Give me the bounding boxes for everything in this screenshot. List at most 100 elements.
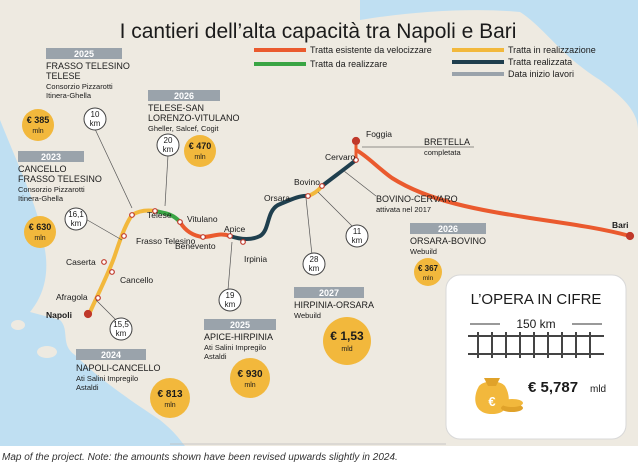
svg-text:Gheller, Salcef, Cogit: Gheller, Salcef, Cogit — [148, 124, 219, 133]
station-marker-napoli — [83, 309, 93, 319]
lot-year-badge — [410, 223, 486, 234]
svg-text:19: 19 — [226, 291, 235, 300]
legend-label: Tratta da realizzare — [310, 59, 387, 69]
svg-text:km: km — [71, 219, 82, 228]
callout-line — [95, 299, 119, 323]
legend-label: Tratta esistente da velocizzare — [310, 45, 432, 55]
money-bag-icon: € — [475, 378, 523, 414]
svg-text:€ 385: € 385 — [27, 115, 50, 125]
svg-text:CANCELLO: CANCELLO — [18, 164, 67, 174]
callout-line — [317, 191, 354, 228]
svg-text:2026: 2026 — [438, 224, 458, 234]
callout-line — [164, 154, 169, 207]
svg-text:2024: 2024 — [101, 350, 121, 360]
svg-text:€: € — [488, 394, 495, 409]
segment-foggia-bari — [355, 148, 631, 238]
svg-text:HIRPINIA-ORSARA: HIRPINIA-ORSARA — [294, 300, 374, 310]
island — [11, 320, 25, 330]
cost-circle: € 813 mln — [150, 378, 190, 418]
station-label: Cervaro — [325, 152, 356, 162]
station-label: Napoli — [46, 310, 72, 320]
station-label: Telese — [147, 210, 172, 220]
lot-year-badge — [294, 287, 364, 298]
svg-text:€ 813: € 813 — [157, 389, 182, 400]
segment-bovino-cervaro — [320, 158, 358, 188]
svg-text:Consorzio Pizzarotti: Consorzio Pizzarotti — [46, 82, 113, 91]
lot-orsara-bovino: 2026 ORSARA-BOVINO Webuild — [410, 223, 486, 256]
station-marker-caserta — [101, 259, 107, 265]
legend-label: Tratta realizzata — [508, 57, 572, 67]
svg-text:Astaldi: Astaldi — [76, 383, 99, 392]
station-marker-orsara — [305, 193, 311, 199]
lot-year-badge — [76, 349, 146, 360]
svg-text:km: km — [90, 119, 101, 128]
station-label: Foggia — [366, 129, 392, 139]
svg-text:11: 11 — [353, 227, 362, 236]
svg-text:Ati Salini Impregilo: Ati Salini Impregilo — [204, 343, 266, 352]
station-marker-cancello — [109, 269, 115, 275]
svg-text:BOVINO-CERVARO: BOVINO-CERVARO — [376, 194, 458, 204]
svg-text:Itinera-Ghella: Itinera-Ghella — [46, 91, 92, 100]
svg-text:Consorzio Pizzarotti: Consorzio Pizzarotti — [18, 185, 85, 194]
station-label: Benevento — [175, 241, 216, 251]
bretella-title: BRETELLA — [424, 137, 470, 147]
svg-text:20: 20 — [164, 136, 173, 145]
lot-hirpinia-orsara: 2027 HIRPINIA-ORSARA Webuild — [294, 287, 374, 320]
station-label: Cancello — [120, 275, 153, 285]
lot-year-badge — [46, 48, 122, 59]
station-label: Apice — [224, 224, 246, 234]
svg-text:Astaldi: Astaldi — [204, 352, 227, 361]
svg-text:mld: mld — [341, 346, 352, 353]
station-marker-telese — [152, 208, 158, 214]
caption: Map of the project. Note: the amounts sh… — [2, 452, 398, 463]
svg-text:Webuild: Webuild — [294, 311, 321, 320]
station-marker-vitulano — [177, 219, 183, 225]
lot-frasso-telese: 2025 FRASSO TELESINO TELESE Consorzio Pi… — [46, 48, 130, 100]
summary-cost: € 5,787 — [528, 379, 578, 396]
station-label: Irpinia — [244, 254, 267, 264]
svg-text:Webuild: Webuild — [410, 247, 437, 256]
station-marker-frasso — [121, 233, 127, 239]
callout-line — [94, 128, 133, 209]
svg-text:km: km — [309, 264, 320, 273]
length-bubble: 15,5km — [109, 317, 133, 341]
station-marker-bari — [625, 231, 635, 241]
svg-text:mln: mln — [423, 275, 434, 282]
lot-apice-hirpinia: 2025 APICE-HIRPINIA Ati Salini Impregilo… — [204, 319, 276, 361]
svg-text:mln: mln — [34, 235, 45, 242]
station-marker-cervaro — [353, 157, 359, 163]
cost-circle: € 930 mln — [230, 358, 270, 398]
station-marker-benevento — [200, 234, 206, 240]
tyrrhenian-sea — [0, 120, 185, 446]
bretella-status: completata — [424, 148, 462, 157]
svg-text:2026: 2026 — [174, 91, 194, 101]
svg-text:Itinera-Ghella: Itinera-Ghella — [18, 194, 64, 203]
svg-text:2023: 2023 — [41, 152, 61, 162]
svg-text:2025: 2025 — [74, 49, 94, 59]
station-marker-frasso2 — [129, 212, 135, 218]
station-label: Caserta — [66, 257, 96, 267]
station-label: Vitulano — [187, 214, 218, 224]
svg-text:€ 930: € 930 — [237, 369, 262, 380]
cost-circle: € 1,53 mld — [323, 317, 371, 365]
summary-panel: L’OPERA IN CIFRE 150 km € € 5,787 mld — [445, 274, 627, 440]
svg-text:mln: mln — [194, 154, 205, 161]
svg-text:ORSARA-BOVINO: ORSARA-BOVINO — [410, 236, 486, 246]
station-marker-apice — [227, 233, 233, 239]
cost-circle: € 367 mln — [414, 258, 442, 286]
svg-text:€ 367: € 367 — [418, 264, 439, 273]
segment-napoli-cancello — [88, 213, 134, 313]
summary-unit: mld — [590, 384, 606, 395]
summary-length: 150 km — [516, 317, 555, 331]
lot-year-badge — [18, 151, 84, 162]
svg-text:€ 630: € 630 — [29, 222, 52, 232]
station-label: Afragola — [56, 292, 88, 302]
station-label: Bovino — [294, 177, 320, 187]
lot-year-badge — [148, 90, 220, 101]
callout-line — [305, 197, 313, 256]
svg-text:APICE-HIRPINIA: APICE-HIRPINIA — [204, 332, 273, 342]
svg-text:km: km — [352, 236, 363, 245]
length-bubble: 16,1km — [64, 207, 88, 231]
